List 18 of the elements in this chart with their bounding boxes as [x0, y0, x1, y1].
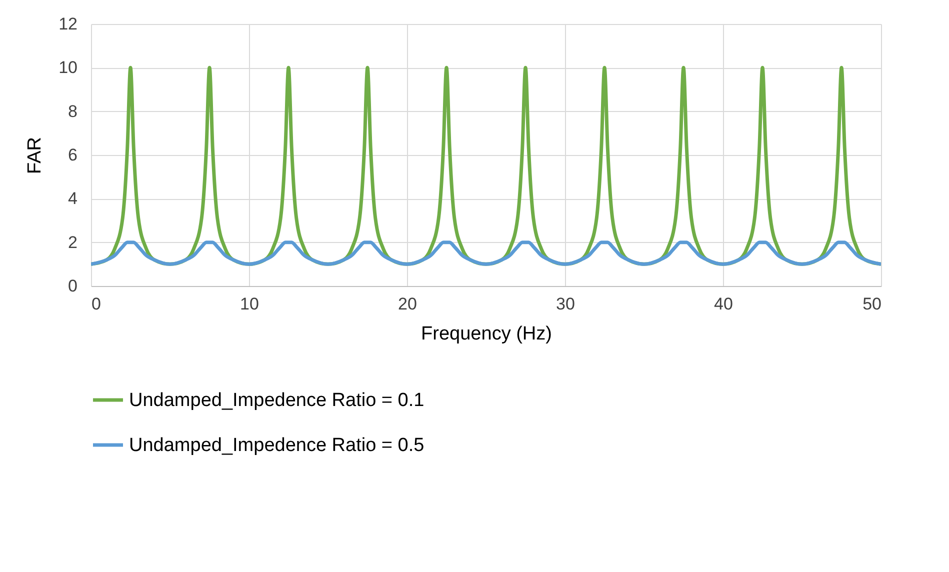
y-tick-label: 0	[68, 276, 78, 296]
y-axis-title: FAR	[24, 137, 46, 174]
x-tick-label: 0	[92, 294, 101, 314]
y-tick-label: 10	[58, 58, 78, 78]
x-tick-label: 10	[240, 294, 259, 314]
x-tick-label: 50	[862, 294, 882, 314]
y-tick-label: 2	[68, 232, 78, 252]
x-axis-title: Frequency (Hz)	[421, 324, 552, 344]
y-tick-label: 8	[68, 102, 78, 121]
line-series	[91, 240, 881, 266]
legend-label: Undamped_Impedence Ratio = 0.5	[129, 435, 424, 456]
y-tick-label: 6	[68, 146, 78, 164]
y-tick-label: 4	[68, 189, 78, 208]
x-tick-label: 30	[556, 294, 575, 314]
x-tick-label: 20	[398, 294, 417, 314]
x-tick-label: 40	[714, 294, 733, 314]
y-tick-label: 12	[58, 14, 78, 34]
legend-label: Undamped_Impedence Ratio = 0.1	[129, 390, 424, 411]
